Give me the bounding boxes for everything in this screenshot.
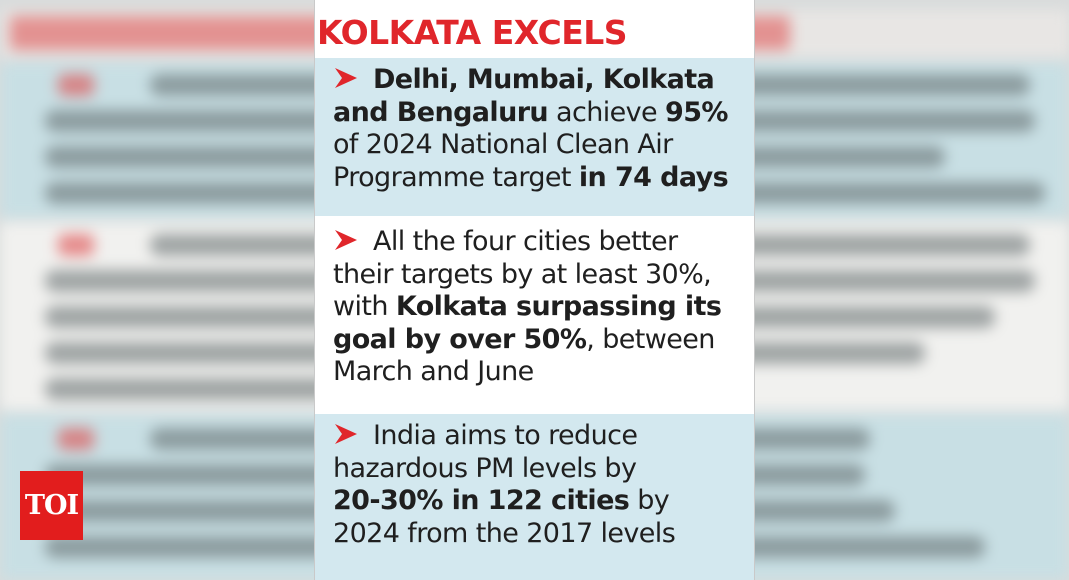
bg-arrow-blur bbox=[58, 234, 94, 256]
body-text: with bbox=[333, 291, 396, 322]
bullet-line: 20-30% in 122 cities by bbox=[333, 485, 750, 518]
bullet-line: All the four cities better bbox=[333, 226, 750, 259]
bullet-line: 2024 from the 2017 levels bbox=[333, 518, 750, 551]
body-text: Programme target bbox=[333, 161, 579, 193]
body-text: March and June bbox=[333, 356, 534, 387]
bullet-arrow-icon bbox=[333, 228, 359, 252]
bullet-line: their targets by at least 30%, bbox=[333, 259, 750, 292]
bullet-line: goal by over 50%, between bbox=[333, 324, 750, 357]
bullet-item-3: India aims to reduce hazardous PM levels … bbox=[315, 414, 754, 580]
body-text: achieve bbox=[548, 96, 666, 128]
body-text: India aims to reduce bbox=[373, 420, 638, 451]
body-text: hazardous PM levels by bbox=[333, 452, 637, 484]
body-text: by bbox=[629, 485, 670, 516]
bullet-arrow-icon bbox=[333, 66, 359, 90]
bullet-line: March and June bbox=[333, 356, 750, 389]
body-text: , between bbox=[586, 323, 715, 355]
bullet-line: India aims to reduce bbox=[333, 420, 750, 453]
body-text: of 2024 National Clean Air bbox=[333, 129, 673, 160]
bold-text: in 74 days bbox=[578, 161, 729, 193]
infographic-title: KOLKATA EXCELS bbox=[317, 13, 628, 52]
body-text: 2024 from the 2017 levels bbox=[333, 517, 676, 549]
bullet-item-1: Delhi, Mumbai, Kolkata and Bengaluru achi… bbox=[315, 58, 754, 216]
body-text: All the four cities better bbox=[373, 226, 678, 257]
bullet-item-2: All the four cities better their targets … bbox=[315, 220, 754, 412]
bullet-line: and Bengaluru achieve 95% bbox=[333, 97, 750, 130]
bold-text: 95% bbox=[665, 96, 728, 128]
bullet-line: with Kolkata surpassing its bbox=[333, 291, 750, 324]
bullet-line: Delhi, Mumbai, Kolkata bbox=[333, 64, 750, 97]
bold-text: Kolkata surpassing its bbox=[395, 291, 722, 322]
bold-text: and Bengaluru bbox=[333, 96, 549, 128]
bullet-line: hazardous PM levels by bbox=[333, 453, 750, 486]
body-text: their targets by at least 30%, bbox=[333, 258, 712, 290]
bg-arrow-blur bbox=[58, 428, 94, 450]
toi-logo: TOI bbox=[20, 471, 83, 540]
bullet-arrow-icon bbox=[333, 422, 359, 446]
bullet-line: Programme target in 74 days bbox=[333, 162, 750, 195]
bold-text: 20-30% in 122 cities bbox=[333, 485, 630, 516]
infographic-card: KOLKATA EXCELS Delhi, Mumbai, Kolkata and… bbox=[315, 0, 754, 580]
bullet-line: of 2024 National Clean Air bbox=[333, 129, 750, 162]
bold-text: Delhi, Mumbai, Kolkata bbox=[373, 64, 715, 95]
bg-arrow-blur bbox=[58, 74, 94, 96]
bold-text: goal by over 50% bbox=[333, 323, 587, 355]
card-top-strip bbox=[315, 0, 754, 10]
